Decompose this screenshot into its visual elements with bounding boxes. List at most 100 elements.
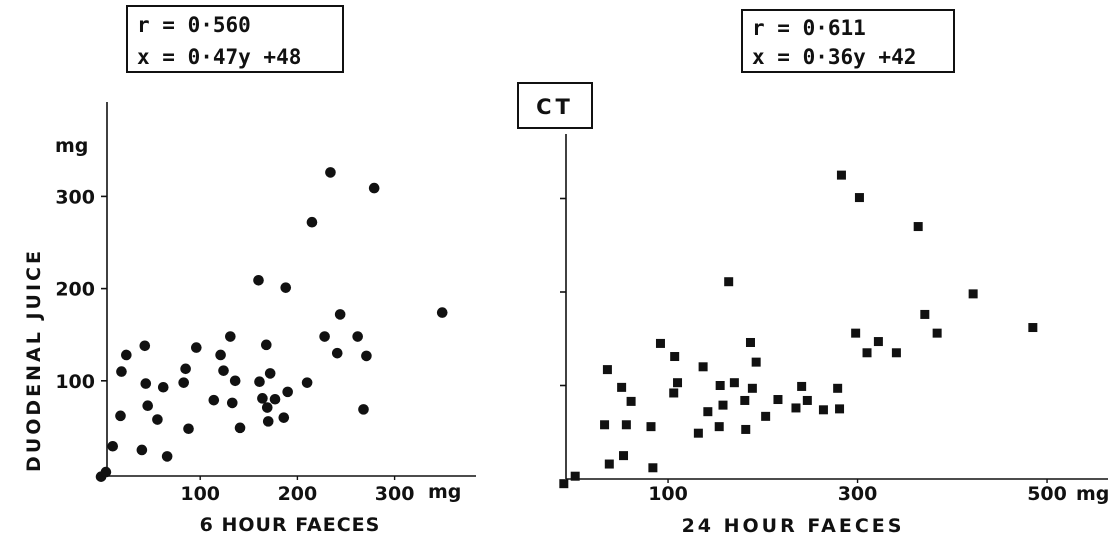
data-point (854, 193, 864, 203)
data-point (257, 393, 268, 404)
x-tick-label: 100 (180, 483, 220, 505)
data-point (178, 377, 189, 388)
data-point (968, 289, 978, 299)
data-point (191, 342, 202, 353)
x-tick-label: 300 (838, 483, 878, 505)
left-regression-text: x = 0·47y +48 (137, 45, 301, 69)
data-point (761, 411, 771, 421)
data-point (121, 349, 132, 361)
data-point (836, 170, 846, 180)
right-regression-text: x = 0·36y +42 (752, 45, 916, 69)
data-point (254, 376, 265, 388)
data-point (136, 444, 148, 456)
data-point (225, 331, 236, 342)
x-tick-label: 300 (375, 483, 415, 505)
data-point (718, 400, 728, 410)
data-point (891, 348, 901, 358)
data-point (626, 396, 636, 406)
data-point (669, 388, 679, 398)
data-point (306, 216, 318, 228)
data-point (703, 407, 713, 417)
data-point (107, 440, 119, 452)
data-point (183, 423, 194, 435)
data-point (740, 395, 750, 405)
data-point (280, 282, 292, 293)
data-point (802, 395, 812, 405)
data-point (1028, 323, 1038, 333)
data-point (655, 338, 665, 348)
data-point (218, 365, 229, 376)
x-tick-label: 200 (278, 483, 318, 505)
data-point (714, 422, 724, 432)
data-point (282, 386, 293, 398)
ct-badge-label: CT (536, 95, 574, 119)
data-point (559, 479, 569, 489)
data-point (673, 378, 683, 388)
data-point (818, 405, 828, 415)
left-chart: r = 0·560 x = 0·47y +48 mg mg DUODENAL J… (23, 5, 476, 536)
data-point (741, 424, 751, 434)
data-point (791, 403, 801, 413)
data-point (729, 378, 739, 388)
data-point (140, 378, 152, 389)
data-point (920, 309, 930, 319)
y-axis-title: DUODENAL JUICE (23, 248, 45, 472)
right-points (559, 170, 1038, 489)
data-point (229, 375, 241, 387)
right-y-ticks (560, 197, 566, 387)
data-point (570, 471, 580, 481)
right-chart: r = 0·611 x = 0·36y +42 CT mg 24 HOUR FA… (517, 9, 1109, 536)
data-point (693, 428, 703, 438)
data-point (157, 381, 169, 393)
data-point (253, 275, 264, 286)
data-point (724, 277, 734, 287)
right-x-unit-label: mg (1076, 483, 1109, 505)
y-tick-label: 300 (55, 186, 95, 208)
data-point (621, 420, 631, 430)
data-point (932, 328, 942, 338)
data-point (215, 349, 226, 361)
data-point (358, 404, 369, 415)
left-correlation-text: r = 0·560 (137, 13, 251, 37)
data-point (773, 395, 783, 405)
data-point (161, 451, 173, 462)
data-point (698, 362, 708, 372)
data-point (600, 420, 610, 430)
data-point (352, 331, 363, 342)
left-x-axis-title: 6 HOUR FAECES (200, 514, 381, 536)
right-x-ticks: 100 300 500 (648, 479, 1067, 505)
data-point (617, 382, 627, 392)
data-point (604, 459, 614, 469)
left-x-ticks: 100 200 300 (180, 476, 414, 505)
data-point (835, 404, 845, 414)
data-point (797, 381, 807, 391)
x-tick-label: 100 (648, 483, 688, 505)
data-point (602, 365, 612, 375)
data-point (180, 363, 191, 375)
data-point (873, 337, 883, 347)
data-point (913, 222, 923, 232)
data-point (745, 337, 755, 347)
data-point (436, 307, 448, 318)
right-correlation-text: r = 0·611 (752, 16, 866, 40)
data-point (361, 350, 372, 362)
data-point (264, 368, 276, 379)
data-point (301, 377, 313, 388)
left-y-unit-label: mg (55, 135, 88, 157)
data-point (152, 414, 163, 425)
left-y-ticks: 100 200 300 (55, 186, 107, 393)
left-x-unit-label: mg (428, 481, 461, 503)
data-point (319, 331, 330, 342)
data-point (368, 182, 380, 194)
data-point (833, 383, 843, 393)
data-point (261, 402, 273, 413)
data-point (751, 357, 761, 367)
data-point (619, 451, 629, 461)
y-tick-label: 200 (55, 279, 95, 301)
data-point (142, 400, 154, 411)
right-stats-box (741, 9, 955, 73)
data-point (747, 383, 757, 393)
data-point (331, 347, 343, 359)
data-point (139, 340, 151, 352)
